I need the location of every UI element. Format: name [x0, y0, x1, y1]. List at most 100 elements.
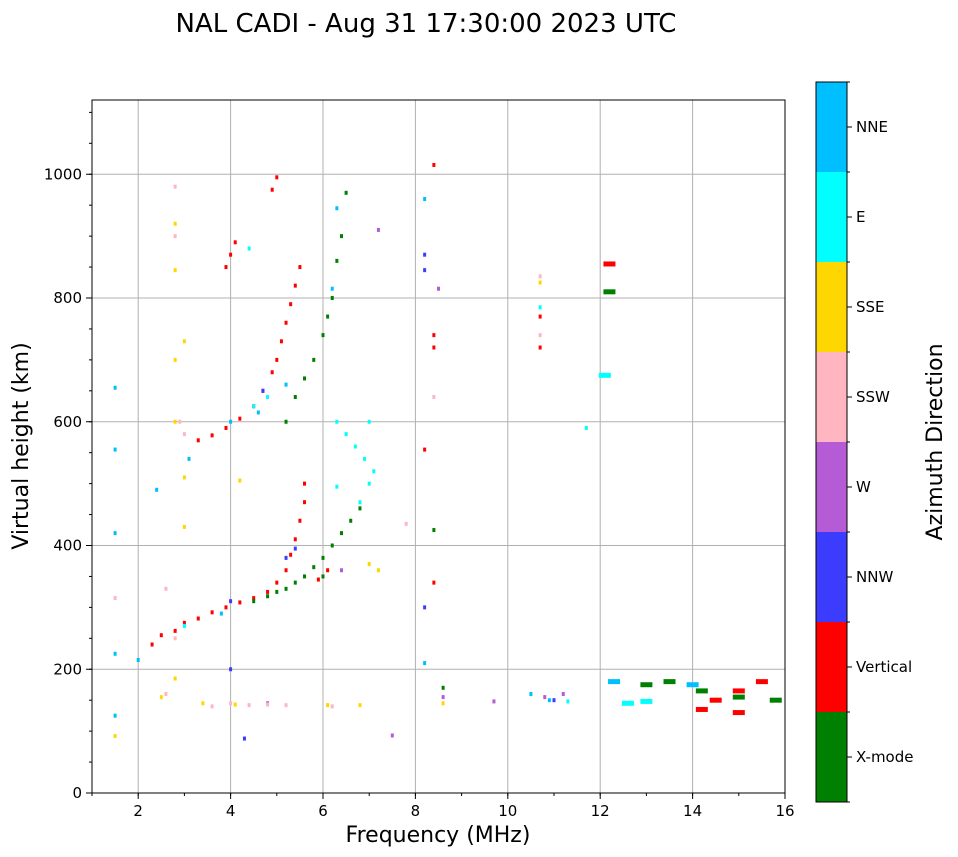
data-point-sse [326, 703, 330, 708]
x-axis-label: Frequency (MHz) [346, 823, 531, 848]
data-point-w [339, 568, 343, 573]
data-point-vertical [238, 416, 242, 421]
data-point-ssw [182, 432, 186, 437]
colorbar-segment-nne [816, 82, 847, 172]
data-point-x-mode [293, 580, 297, 585]
data-point-x-mode [640, 682, 653, 688]
colorbar-label-nne: NNE [856, 118, 888, 136]
colorbar-label: Azimuth Direction [923, 343, 948, 540]
data-point-ssw [247, 703, 251, 708]
data-point-nne [529, 692, 533, 696]
data-point-x-mode [252, 599, 256, 604]
data-point-ssw [229, 701, 233, 706]
data-point-x-mode [769, 697, 782, 703]
data-point-e [358, 500, 362, 505]
colorbar-label-vertical: Vertical [856, 658, 912, 676]
data-point-vertical [150, 642, 154, 647]
data-point-x-mode [321, 333, 325, 338]
colorbar-label-e: E [856, 208, 865, 226]
data-point-nnw [261, 388, 265, 393]
data-point-w [390, 733, 394, 738]
data-point-w [561, 692, 565, 696]
data-point-x-mode [330, 543, 334, 548]
data-point-vertical [182, 620, 186, 625]
data-point-nnw [284, 555, 288, 560]
data-point-vertical [755, 679, 768, 685]
data-point-sse [182, 475, 186, 480]
data-point-vertical [159, 633, 163, 638]
data-point-w [492, 699, 496, 704]
colorbar-segment-sse [816, 262, 847, 352]
colorbar-segment-e [816, 172, 847, 262]
data-point-vertical [196, 616, 200, 621]
data-point-nne [335, 206, 339, 211]
data-point-vertical [538, 314, 542, 319]
data-point-vertical [695, 706, 708, 712]
data-point-w [441, 695, 445, 700]
data-point-x-mode [303, 574, 307, 579]
data-point-e [598, 372, 611, 378]
data-point-nne [113, 385, 117, 390]
data-point-nne [136, 657, 140, 662]
data-point-nne [284, 382, 288, 387]
data-point-vertical [432, 333, 436, 338]
data-point-vertical [326, 568, 330, 573]
data-point-sse [159, 695, 163, 700]
y-tick-label: 200 [53, 660, 82, 678]
data-point-nne [547, 698, 551, 703]
data-point-e [335, 419, 339, 424]
data-point-vertical [732, 688, 745, 694]
data-point-vertical [210, 610, 214, 615]
data-point-e [640, 698, 653, 704]
data-point-ssw [210, 704, 214, 709]
data-point-x-mode [732, 694, 745, 700]
data-point-sse [201, 701, 205, 706]
data-point-x-mode [312, 565, 316, 570]
data-point-nne [330, 286, 334, 291]
colorbar-label-sse: SSE [856, 298, 885, 316]
data-point-e [252, 404, 256, 409]
data-point-e [353, 444, 357, 449]
data-point-ssw [538, 333, 542, 338]
data-point-x-mode [312, 357, 316, 362]
data-point-vertical [270, 370, 274, 375]
data-point-e [335, 484, 339, 489]
data-point-x-mode [358, 506, 362, 511]
data-point-vertical [210, 433, 214, 438]
data-point-x-mode [321, 555, 325, 560]
data-point-ssw [173, 184, 177, 189]
data-point-sse [358, 703, 362, 708]
data-point-nne [423, 197, 427, 201]
y-tick-label: 1000 [44, 165, 82, 183]
data-point-e [247, 246, 251, 251]
x-axis-ticks: 2 4 6 8 10 12 14 16 [91, 793, 795, 820]
data-point-vertical [303, 481, 307, 486]
y-tick-label: 0 [72, 784, 82, 802]
data-point-w [376, 227, 380, 232]
data-point-sse [113, 734, 117, 739]
data-point-vertical [270, 187, 274, 192]
x-tick-label: 4 [226, 802, 236, 820]
colorbar-frame [815, 81, 848, 803]
data-point-x-mode [441, 685, 445, 690]
colorbar-label-x-mode: X-mode [856, 748, 913, 766]
data-point-vertical [293, 283, 297, 288]
data-point-sse [182, 339, 186, 344]
data-point-nne [113, 713, 117, 718]
plot-frame [91, 99, 786, 794]
data-point-sse [173, 221, 177, 226]
data-point-sse [182, 524, 186, 529]
data-point-nnw [242, 736, 246, 741]
data-point-nnw [423, 268, 427, 273]
data-point-x-mode [335, 258, 339, 263]
data-point-vertical [224, 265, 228, 270]
data-point-sse [538, 280, 542, 285]
data-point-x-mode [275, 589, 279, 594]
data-point-vertical [423, 447, 427, 452]
y-tick-label: 600 [53, 413, 82, 431]
colorbar-label-nnw: NNW [856, 568, 893, 586]
data-point-vertical [238, 600, 242, 605]
data-point-sse [173, 357, 177, 362]
y-tick-label: 400 [53, 537, 82, 555]
data-point-vertical [284, 320, 288, 325]
